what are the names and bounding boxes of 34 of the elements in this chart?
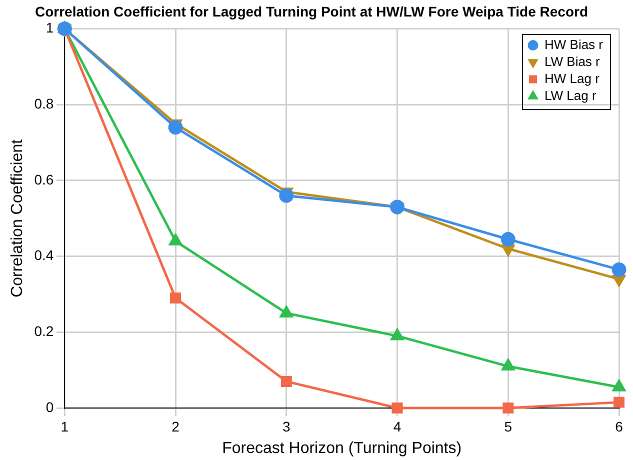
x-tick-label: 1: [60, 418, 69, 434]
point: [612, 274, 626, 286]
legend-label: HW Lag r: [544, 70, 600, 86]
point: [390, 200, 405, 214]
x-tick-label: 5: [504, 418, 512, 434]
point: [390, 328, 404, 340]
y-tick-label: 0.2: [34, 323, 54, 340]
point: [168, 120, 183, 135]
point: [279, 188, 294, 203]
x-tick-label: 6: [615, 418, 624, 434]
point: [280, 376, 292, 387]
point: [170, 292, 182, 304]
y-tick-label: 1: [46, 20, 54, 36]
legend-label: HW Bias r: [544, 36, 604, 52]
y-tick-label: 0: [46, 398, 54, 415]
x-tick-label: 4: [393, 418, 402, 434]
point: [612, 262, 626, 277]
point: [614, 396, 624, 408]
point: [502, 359, 515, 371]
y-axis-title: Correlation Coefficient: [9, 138, 26, 298]
y-tick-label: 0.6: [34, 171, 54, 188]
y-tick-label: 0.8: [34, 96, 54, 112]
point: [500, 232, 516, 247]
point: [502, 244, 515, 256]
point: [392, 402, 403, 414]
legend-label: LW Bias r: [544, 54, 601, 69]
x-tick-label: 2: [172, 418, 180, 434]
x-axis-title: Forecast Horizon (Turning Points): [222, 440, 462, 457]
x-tick-label: 3: [282, 418, 290, 434]
y-tick-label: 0.4: [34, 247, 54, 264]
chart-title: Correlation Coefficient for Lagged Turning Point at HW/LW Fore Weipa Tide Record: [34, 3, 588, 20]
point: [612, 380, 626, 392]
point: [502, 402, 514, 414]
legend-label: LW Lag r: [544, 88, 597, 103]
